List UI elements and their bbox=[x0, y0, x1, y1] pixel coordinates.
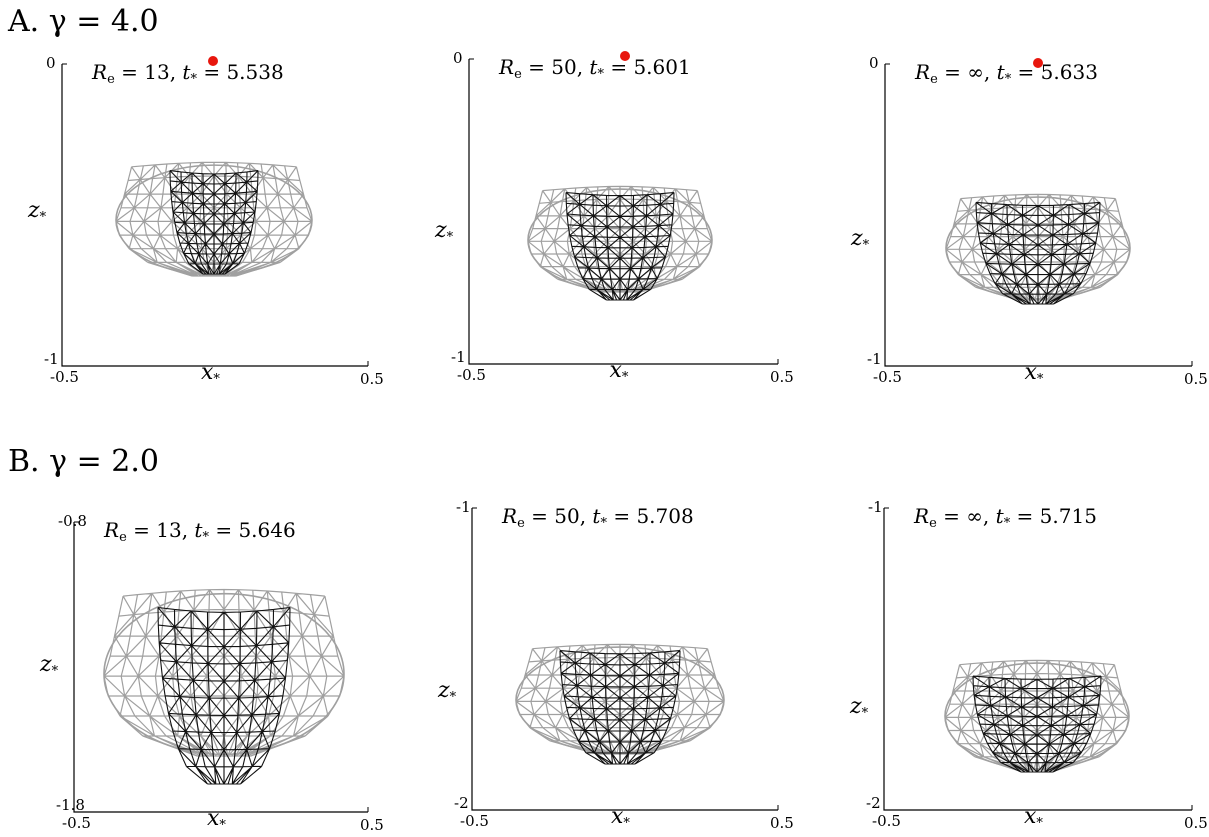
drop-mesh bbox=[103, 588, 345, 785]
y-tick-top-label: -0.8 bbox=[58, 512, 87, 530]
t-value: 5.646 bbox=[238, 518, 296, 542]
red-marker-dot bbox=[620, 51, 630, 61]
row-a-label: A. γ = 4.0 bbox=[8, 4, 159, 39]
y-tick-bottom-label: -2 bbox=[866, 794, 881, 812]
re-value: 50 bbox=[554, 504, 580, 528]
axes bbox=[61, 64, 368, 367]
t-value: 5.601 bbox=[633, 55, 691, 79]
drop-mesh bbox=[944, 659, 1130, 773]
panel-title: Re = 50, t* = 5.601 bbox=[499, 55, 691, 82]
x-tick-left-label: -0.5 bbox=[62, 814, 91, 832]
red-marker-dot bbox=[1033, 58, 1043, 68]
x-axis-label: x* bbox=[201, 360, 220, 387]
re-value: 50 bbox=[551, 55, 577, 79]
re-value: ∞ bbox=[967, 60, 984, 84]
axes bbox=[73, 522, 368, 813]
y-tick-bottom-label: -1 bbox=[867, 350, 882, 368]
row-b-label: B. γ = 2.0 bbox=[8, 444, 159, 479]
y-tick-bottom-label: -1 bbox=[44, 350, 59, 368]
x-tick-left-label: -0.5 bbox=[457, 366, 486, 384]
drop-mesh bbox=[945, 193, 1131, 305]
x-axis-label: x* bbox=[609, 358, 629, 385]
x-tick-right-label: 0.5 bbox=[1184, 370, 1208, 388]
x-tick-left-label: -0.5 bbox=[873, 368, 902, 386]
x-tick-left-label: -0.5 bbox=[460, 812, 489, 830]
panel-title: Re = ∞, t* = 5.715 bbox=[914, 504, 1097, 531]
x-tick-right-label: 0.5 bbox=[360, 816, 384, 834]
x-axis-label: x* bbox=[1024, 804, 1043, 831]
x-tick-left-label: -0.5 bbox=[50, 368, 79, 386]
x-axis-label: x* bbox=[611, 804, 630, 831]
x-tick-right-label: 0.5 bbox=[360, 370, 384, 388]
y-tick-top-label: 0 bbox=[453, 49, 463, 67]
y-axis-label: z* bbox=[28, 198, 47, 225]
inner-mesh bbox=[169, 170, 259, 275]
y-axis-label: z* bbox=[850, 694, 869, 721]
x-tick-right-label: 0.5 bbox=[1184, 814, 1208, 832]
x-tick-right-label: 0.5 bbox=[770, 814, 794, 832]
re-value: 13 bbox=[144, 60, 170, 84]
t-value: 5.538 bbox=[226, 60, 284, 84]
drop-mesh bbox=[527, 185, 713, 301]
row-b-title: B. γ = 2.0 bbox=[8, 444, 159, 479]
y-tick-bottom-label: -2 bbox=[454, 794, 469, 812]
x-axis-label: x* bbox=[207, 806, 226, 833]
t-value: 5.708 bbox=[636, 504, 694, 528]
y-tick-top-label: -1 bbox=[868, 498, 883, 516]
inner-mesh bbox=[975, 201, 1101, 305]
inner-mesh bbox=[565, 191, 675, 301]
inner-mesh bbox=[157, 606, 291, 785]
x-axis-label: x* bbox=[1024, 360, 1044, 387]
x-tick-right-label: 0.5 bbox=[770, 368, 794, 386]
re-value: 13 bbox=[156, 518, 182, 542]
axes bbox=[471, 508, 778, 811]
t-value: 5.633 bbox=[1040, 60, 1098, 84]
red-marker-dot bbox=[208, 56, 218, 66]
panel-title: Re = 50, t* = 5.708 bbox=[502, 504, 694, 531]
y-axis-label: z* bbox=[435, 218, 454, 245]
y-tick-top-label: 0 bbox=[46, 54, 56, 72]
y-tick-top-label: -1 bbox=[456, 498, 471, 516]
t-value: 5.715 bbox=[1039, 504, 1097, 528]
y-tick-bottom-label: -1 bbox=[451, 348, 466, 366]
axes bbox=[468, 59, 778, 365]
re-value: ∞ bbox=[966, 504, 983, 528]
row-a-title: A. γ = 4.0 bbox=[8, 4, 159, 39]
axes bbox=[884, 64, 1192, 367]
panel-title: Re = 13, t* = 5.646 bbox=[104, 518, 296, 545]
drop-mesh bbox=[115, 161, 313, 277]
axes bbox=[883, 508, 1192, 811]
outer-mesh-outline bbox=[115, 164, 313, 276]
y-axis-label: z* bbox=[438, 678, 457, 705]
drop-mesh bbox=[515, 643, 725, 765]
panel-title: Re = ∞, t* = 5.633 bbox=[915, 60, 1098, 87]
x-tick-left-label: -0.5 bbox=[872, 812, 901, 830]
y-axis-label: z* bbox=[851, 226, 870, 253]
y-tick-top-label: 0 bbox=[869, 54, 879, 72]
y-axis-label: z* bbox=[40, 652, 59, 679]
panel-title: Re = 13, t* = 5.538 bbox=[92, 60, 284, 87]
inner-mesh bbox=[559, 650, 681, 765]
inner-mesh bbox=[972, 675, 1102, 773]
y-tick-bottom-label: -1.8 bbox=[56, 796, 85, 814]
outer-mesh bbox=[515, 643, 725, 755]
